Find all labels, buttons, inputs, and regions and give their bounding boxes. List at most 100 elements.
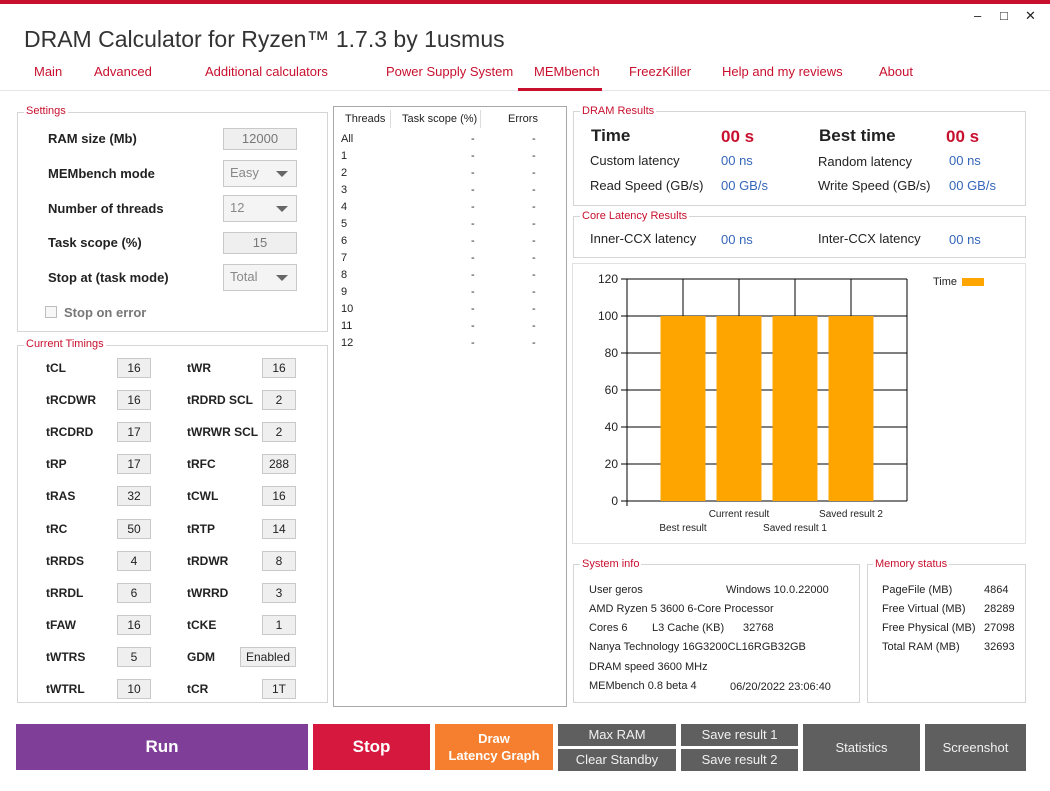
active-tab-indicator <box>518 88 602 91</box>
errors-cell: - <box>532 133 536 145</box>
task-scope-field[interactable]: 15 <box>223 232 297 254</box>
task-scope-cell: - <box>471 167 475 179</box>
errors-cell: - <box>532 337 536 349</box>
timing-value-tcwl: 16 <box>262 486 296 507</box>
timing-value-tcke: 1 <box>262 614 296 635</box>
thread-id-cell: 6 <box>341 235 348 247</box>
col-separator <box>480 110 481 128</box>
close-button[interactable]: ✕ <box>1025 8 1036 23</box>
task-scope-cell: - <box>471 252 475 264</box>
screenshot-button[interactable]: Screenshot <box>925 724 1026 771</box>
task-scope-cell: - <box>471 337 475 349</box>
timing-label-twr: tWR <box>187 361 211 375</box>
thread-id-cell: 7 <box>341 252 348 264</box>
timing-label-trfc: tRFC <box>187 457 216 472</box>
threads-select[interactable]: 12 <box>223 195 297 222</box>
timing-label-tcke: tCKE <box>187 617 217 632</box>
clear-standby-button[interactable]: Clear Standby <box>558 749 676 771</box>
errors-cell: - <box>532 286 536 298</box>
memory-label: PageFile (MB) <box>882 584 953 596</box>
best-time-value: 00 s <box>946 127 980 146</box>
legend-swatch <box>962 278 984 286</box>
y-tick-label: 60 <box>605 383 619 397</box>
ram-size-label: RAM size (Mb) <box>48 131 137 146</box>
errors-cell: - <box>532 252 536 264</box>
timings-group <box>17 345 328 703</box>
timing-value-trrdl: 6 <box>117 582 151 603</box>
task-scope-cell: - <box>471 286 475 298</box>
chart-panel <box>572 263 1026 544</box>
chevron-down-icon <box>276 206 288 212</box>
errors-cell: - <box>532 235 536 247</box>
run-button[interactable]: Run <box>16 724 308 770</box>
draw-latency-graph-button[interactable]: Draw Latency Graph <box>435 724 553 770</box>
read-speed-label: Read Speed (GB/s) <box>590 178 704 193</box>
col-header-errors[interactable]: Errors <box>508 113 538 125</box>
memory-label: Free Physical (MB) <box>882 622 976 634</box>
tab-about[interactable]: About <box>879 64 913 79</box>
timing-label-trcdwr: tRCDWR <box>46 393 96 408</box>
sys-l3-value: 32768 <box>743 622 774 634</box>
timing-label-twrwr-scl: tWRWR SCL <box>187 425 259 440</box>
sys-cores: Cores 6 <box>589 622 628 634</box>
y-tick-label: 20 <box>605 457 619 471</box>
timing-value-twrwr-scl: 2 <box>262 422 296 443</box>
stop-on-error-checkbox[interactable] <box>45 306 57 318</box>
tab-freezkiller[interactable]: FreezKiller <box>629 64 692 79</box>
memory-status-title: Memory status <box>873 558 950 570</box>
sys-date: 06/20/2022 23:06:40 <box>730 681 831 693</box>
thread-id-cell: All <box>341 133 354 145</box>
ram-size-field[interactable]: 12000 <box>223 128 297 150</box>
tab-main[interactable]: Main <box>34 64 63 79</box>
thread-id-cell: 11 <box>341 320 353 332</box>
statistics-button[interactable]: Statistics <box>803 724 920 771</box>
custom-latency-label: Custom latency <box>590 153 680 168</box>
timing-value-tras: 32 <box>117 486 151 507</box>
time-label: Time <box>591 126 631 145</box>
minimize-button[interactable]: – <box>974 8 982 23</box>
random-latency-label: Random latency <box>818 154 912 169</box>
errors-cell: - <box>532 269 536 281</box>
window-top-accent <box>0 0 1050 4</box>
y-tick-label: 80 <box>605 346 619 360</box>
y-tick-label: 120 <box>598 272 618 286</box>
memory-value: 32693 <box>984 641 1015 653</box>
tab-membench[interactable]: MEMbench <box>534 64 600 79</box>
stop-on-error-label: Stop on error <box>64 305 147 320</box>
timing-value-trcdwr: 16 <box>117 390 151 411</box>
timing-label-tfaw: tFAW <box>46 617 76 632</box>
timing-value-tcl: 16 <box>117 358 151 378</box>
sys-user: User geros <box>589 584 643 596</box>
task-scope-cell: - <box>471 184 475 196</box>
col-header-threads[interactable]: Threads <box>345 113 386 125</box>
timing-value-trfc: 288 <box>262 454 296 475</box>
col-header-task-scope[interactable]: Task scope (%) <box>402 113 478 125</box>
thread-id-cell: 1 <box>341 150 348 162</box>
tab-power-supply-system[interactable]: Power Supply System <box>386 64 514 79</box>
sys-dram-speed: DRAM speed 3600 MHz <box>589 661 708 673</box>
save-result-2-button[interactable]: Save result 2 <box>681 749 798 771</box>
settings-group <box>17 112 328 332</box>
dram-results-title: DRAM Results <box>580 105 657 117</box>
tab-help-and-reviews[interactable]: Help and my reviews <box>722 64 843 79</box>
maximize-button[interactable]: □ <box>1000 8 1008 23</box>
tab-advanced[interactable]: Advanced <box>94 64 152 79</box>
tab-additional-calculators[interactable]: Additional calculators <box>205 64 328 79</box>
timing-label-trc: tRC <box>46 521 68 536</box>
save-result-1-button[interactable]: Save result 1 <box>681 724 798 746</box>
membench-mode-select[interactable]: Easy <box>223 160 297 187</box>
custom-latency-value: 00 ns <box>721 153 753 168</box>
membench-mode-value: Easy <box>230 165 259 180</box>
timing-label-trrdl: tRRDL <box>46 585 84 600</box>
sys-os: Windows 10.0.22000 <box>726 584 829 596</box>
app-title: DRAM Calculator for Ryzen™ 1.7.3 by 1usm… <box>24 26 505 52</box>
stop-at-select[interactable]: Total <box>223 264 297 291</box>
memory-value: 28289 <box>984 603 1015 615</box>
inter-ccx-value: 00 ns <box>949 232 981 247</box>
errors-cell: - <box>532 218 536 230</box>
stop-button[interactable]: Stop <box>313 724 430 770</box>
timing-value-trdrd-scl: 2 <box>262 390 296 411</box>
max-ram-button[interactable]: Max RAM <box>558 724 676 746</box>
draw-label-line2: Latency Graph <box>448 748 540 763</box>
